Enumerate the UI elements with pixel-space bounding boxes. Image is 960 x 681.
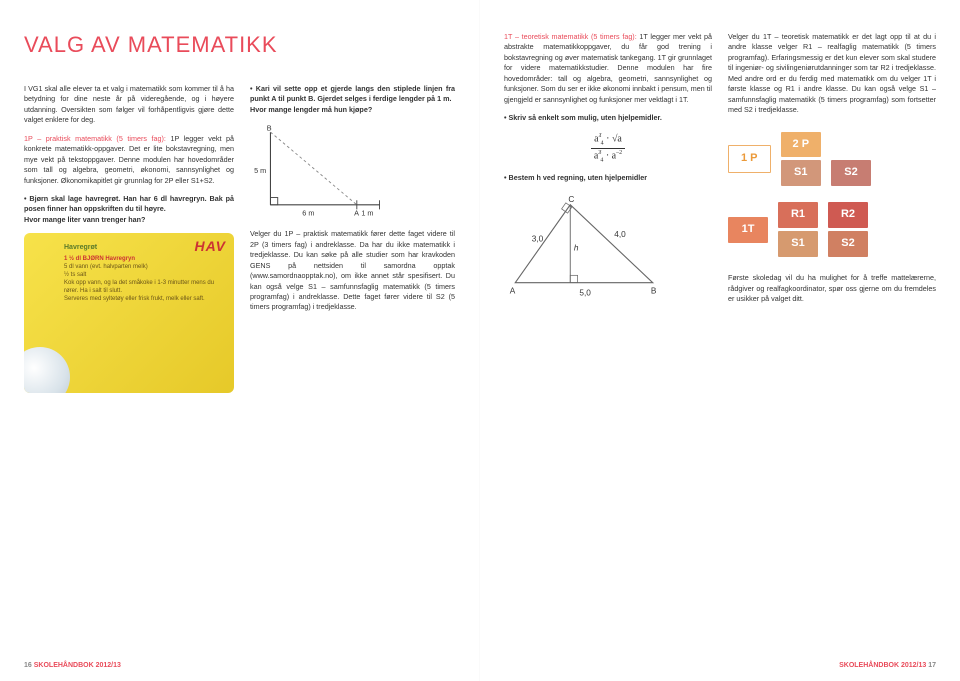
progression-diagram: 1 P 2 P S1 S2 1T R1 S1 <box>728 132 936 258</box>
bullet-kari-a: Kari vil sette opp et gjerde langs den s… <box>250 84 455 103</box>
svg-text:C: C <box>568 195 574 204</box>
bowl-icon <box>24 347 70 393</box>
bullet-kari: Kari vil sette opp et gjerde langs den s… <box>250 84 455 115</box>
stack-r2-s2: R2 S2 <box>828 202 868 257</box>
box-s1a: S1 <box>781 160 822 186</box>
footer-label-right: SKOLEHÅNDBOK 2012/13 <box>839 662 926 669</box>
tri1-B: B <box>267 124 272 133</box>
havregryn-image: HAV Havregrøt 1 ½ dl BJØRN Havregryn 5 d… <box>24 233 234 393</box>
bullet-bjorn-a: Bjørn skal lage havregrøt. Han har 6 dl … <box>24 194 234 213</box>
formula-figure: a1⁄4 · √a a3⁄4 · a–2 <box>548 132 668 165</box>
triangle-1-figure: B A 5 m 6 m 1 m <box>250 123 400 223</box>
right-page: 1T – teoretisk matematikk (5 timers fag)… <box>480 0 960 681</box>
havre-l2: 5 dl vann (evt. halvparten melk) <box>64 263 224 271</box>
bullet-kari-b: Hvor mange lengder må hun kjøpe? <box>250 105 372 114</box>
t1-paragraph: 1T – teoretisk matematikk (5 timers fag)… <box>504 32 712 105</box>
box-s2b: S2 <box>828 231 868 257</box>
right-p1: Velger du 1T – teoretisk matematikk er d… <box>728 32 936 116</box>
stack-2p-s1: 2 P S1 <box>781 132 822 187</box>
page-num-left: 16 <box>24 662 32 669</box>
p2-text: Velger du 1P – praktisk matematikk fører… <box>250 229 455 313</box>
bullet-bjorn-b: Hvor mange liter vann trenger han? <box>24 215 145 224</box>
left-col-2: Kari vil sette opp et gjerde langs den s… <box>250 84 455 393</box>
p1-heading: 1P – praktisk matematikk (5 timers fag): <box>24 134 166 143</box>
endnote: Første skoledag vil du ha mulighet for å… <box>728 273 936 304</box>
svg-text:4,0: 4,0 <box>614 230 626 239</box>
box-r1: R1 <box>778 202 818 228</box>
svg-text:5,0: 5,0 <box>579 288 591 297</box>
svg-text:3,0: 3,0 <box>532 234 544 243</box>
havre-l5: Serveres med syltetøy eller frisk frukt,… <box>64 295 224 303</box>
tri1-1m: 1 m <box>361 209 373 218</box>
brand-label: HAV <box>194 237 226 256</box>
right-col-2: Velger du 1T – teoretisk matematikk er d… <box>728 32 936 313</box>
left-columns: I VG1 skal alle elever ta et valg i mate… <box>24 84 455 393</box>
footer-label-left: SKOLEHÅNDBOK 2012/13 <box>34 662 121 669</box>
stack-r1-s1: R1 S1 <box>778 202 818 257</box>
bullet-bjorn: Bjørn skal lage havregrøt. Han har 6 dl … <box>24 194 234 225</box>
box-1p: 1 P <box>728 145 771 173</box>
left-page: VALG AV MATEMATIKK I VG1 skal alle eleve… <box>0 0 480 681</box>
box-s2a: S2 <box>831 160 871 186</box>
prog-row-1p: 1 P 2 P S1 S2 <box>728 132 936 187</box>
right-col-1: 1T – teoretisk matematikk (5 timers fag)… <box>504 32 712 313</box>
bullet-bestem: Bestem h ved regning, uten hjelpemidler <box>504 173 712 183</box>
tri1-A: A <box>354 209 359 218</box>
triangle-2-figure: C A B h 3,0 4,0 5,0 <box>504 191 664 301</box>
svg-text:h: h <box>574 244 579 253</box>
prog-row-1t: 1T R1 S1 R2 S2 <box>728 202 936 257</box>
right-columns: 1T – teoretisk matematikk (5 timers fag)… <box>504 32 936 313</box>
havre-l4: Kok opp vann, og la det småkoke i 1-3 mi… <box>64 279 224 295</box>
havre-l3: ½ ts salt <box>64 271 224 279</box>
tri1-6m: 6 m <box>302 209 314 218</box>
svg-text:B: B <box>651 287 657 296</box>
svg-text:A: A <box>510 287 516 296</box>
p1-paragraph: 1P – praktisk matematikk (5 timers fag):… <box>24 134 234 186</box>
box-1t: 1T <box>728 217 768 243</box>
t1-body: 1T legger mer vekt på abstrakte matemati… <box>504 32 712 104</box>
intro-text: I VG1 skal alle elever ta et valg i mate… <box>24 84 234 126</box>
footer-right: SKOLEHÅNDBOK 2012/13 17 <box>839 662 936 669</box>
page-num-right: 17 <box>928 662 936 669</box>
box-s1b: S1 <box>778 231 818 257</box>
box-2p: 2 P <box>781 132 822 158</box>
page-spread: VALG AV MATEMATIKK I VG1 skal alle eleve… <box>0 0 960 681</box>
footer-left: 16 SKOLEHÅNDBOK 2012/13 <box>24 662 121 669</box>
tri1-5m: 5 m <box>254 166 266 175</box>
left-col-1: I VG1 skal alle elever ta et valg i mate… <box>24 84 234 393</box>
t1-heading: 1T – teoretisk matematikk (5 timers fag)… <box>504 32 637 41</box>
page-title: VALG AV MATEMATIKK <box>24 32 455 58</box>
box-r2: R2 <box>828 202 868 228</box>
bullet-skriv: Skriv så enkelt som mulig, uten hjelpemi… <box>504 113 712 123</box>
